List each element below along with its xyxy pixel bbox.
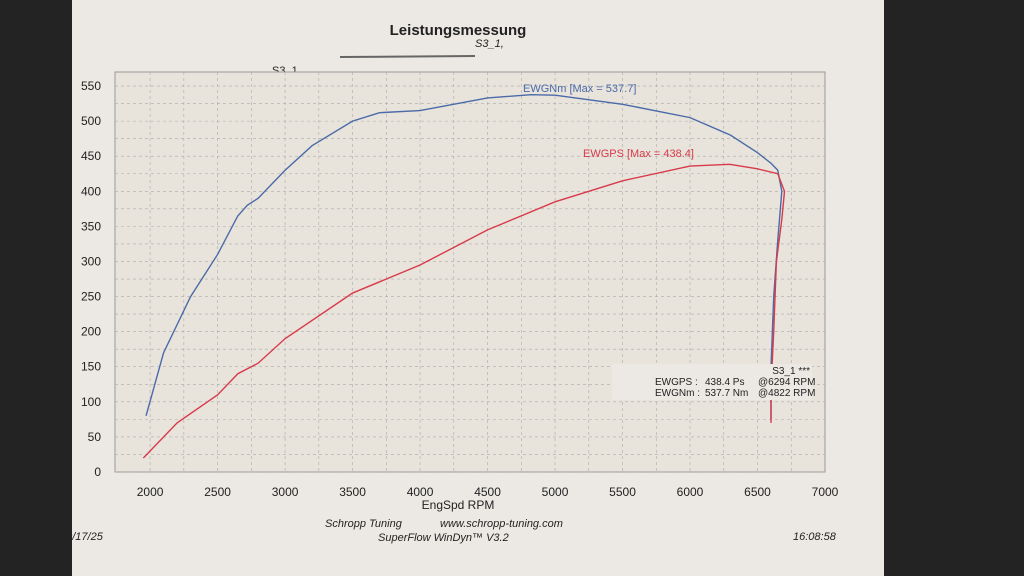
y-tick-label: 0 — [94, 465, 101, 479]
run-label: S3_1, — [475, 38, 504, 50]
print-date: 10/17/25 — [60, 531, 104, 543]
summary-box — [612, 364, 812, 400]
company-url: www.schropp-tuning.com — [440, 518, 563, 530]
summary-power-name: EWGPS : — [655, 377, 698, 388]
x-tick-label: 2000 — [137, 485, 164, 499]
x-tick-label: 6000 — [677, 485, 704, 499]
summary-title: S3_1 *** — [772, 366, 810, 377]
y-tick-label: 400 — [81, 184, 101, 198]
summary-torque-name: EWGNm : — [655, 388, 700, 399]
title-underline — [339, 55, 476, 58]
y-tick-label: 150 — [81, 360, 101, 374]
y-tick-label: 500 — [81, 114, 101, 128]
x-tick-label: 3000 — [272, 485, 299, 499]
company-name: Schropp Tuning — [325, 518, 403, 530]
software-version: SuperFlow WinDyn™ V3.2 — [378, 532, 509, 544]
y-tick-label: 250 — [81, 290, 101, 304]
x-tick-label: 5000 — [542, 485, 569, 499]
summary-torque-rpm: @4822 RPM — [758, 388, 815, 399]
y-tick-label: 300 — [81, 254, 101, 268]
x-tick-label: 4500 — [474, 485, 501, 499]
x-tick-label: 7000 — [812, 485, 839, 499]
y-tick-label: 100 — [81, 395, 101, 409]
y-tick-label: 350 — [81, 219, 101, 233]
power-series-line — [142, 163, 786, 459]
y-tick-label: 50 — [88, 430, 102, 444]
x-tick-label: 5500 — [609, 485, 636, 499]
y-tick-label: 450 — [81, 149, 101, 163]
x-tick-label: 6500 — [744, 485, 771, 499]
summary-power-value: 438.4 Ps — [705, 377, 744, 388]
torque-series-line — [145, 93, 783, 420]
print-time: 16:08:58 — [793, 531, 837, 543]
x-tick-label: 3500 — [339, 485, 366, 499]
y-tick-label: 200 — [81, 325, 101, 339]
chart-title: Leistungsmessung — [390, 22, 527, 39]
plot-area — [114, 71, 826, 473]
y-tick-label: 550 — [81, 79, 101, 93]
x-tick-label: 4000 — [407, 485, 434, 499]
torque-legend: EWGNm [Max = 537.7] — [523, 83, 636, 95]
x-axis-label: EngSpd RPM — [422, 498, 495, 512]
power-legend: EWGPS [Max = 438.4] — [583, 148, 694, 160]
x-tick-label: 2500 — [204, 485, 231, 499]
summary-torque-value: 537.7 Nm — [705, 388, 748, 399]
summary-power-rpm: @6294 RPM — [758, 377, 815, 388]
